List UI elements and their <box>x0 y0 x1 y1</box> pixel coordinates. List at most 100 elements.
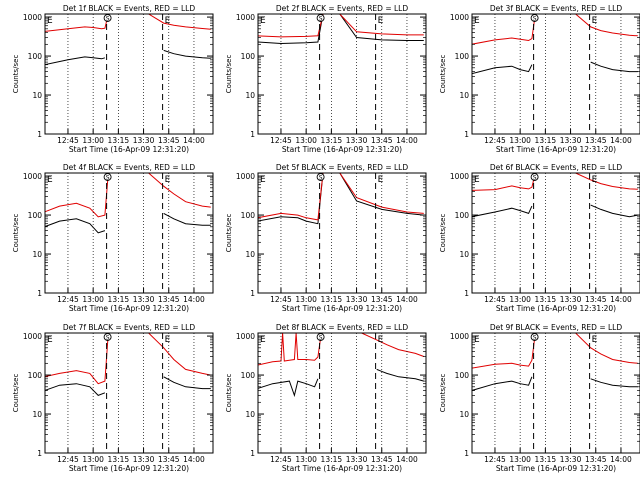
lld-line-2 <box>472 333 571 369</box>
y-tick-label: 10 <box>245 410 255 419</box>
x-axis-label: Start Time (16-Apr-09 12:31:20) <box>282 304 402 313</box>
eclipse-label: E <box>474 16 480 26</box>
saa-label: S <box>319 16 323 23</box>
y-tick-label: 100 <box>28 211 43 220</box>
lld-line-4 <box>148 173 211 208</box>
eclipse-label: E <box>260 16 266 26</box>
x-tick-label: 13:15 <box>108 136 130 145</box>
x-tick-label: 12:45 <box>270 455 292 464</box>
events-line-1 <box>45 56 106 66</box>
plot-area <box>45 333 211 396</box>
eclipse-label: E <box>592 16 598 26</box>
y-tick-label: 10 <box>459 250 469 259</box>
x-tick-label: 13:00 <box>82 136 104 145</box>
x-tick-label: 13:00 <box>295 455 317 464</box>
chart-panel-1: Det 1f BLACK = Events, RED = LLD E E S 1 10 10… <box>12 4 214 154</box>
x-tick-label: 12:45 <box>484 455 506 464</box>
plot-area <box>472 173 638 218</box>
x-tick-label: 13:15 <box>108 295 130 304</box>
y-tick-label: 1000 <box>23 13 42 22</box>
x-tick-label: 13:30 <box>560 136 582 145</box>
lld-line-4 <box>361 333 424 357</box>
events-line-1 <box>258 14 424 45</box>
x-tick-label: 13:45 <box>158 455 180 464</box>
chart-panel-3: Det 3f BLACK = Events, RED = LLD E E S 1 10 10… <box>439 4 640 154</box>
lld-line-2 <box>45 173 144 218</box>
x-tick-label: 13:45 <box>371 455 393 464</box>
x-tick-label: 13:15 <box>108 455 130 464</box>
y-tick-label: 1 <box>250 130 255 139</box>
eclipse-label: E <box>474 175 480 185</box>
x-tick-label: 13:30 <box>346 455 368 464</box>
x-axis-label: Start Time (16-Apr-09 12:31:20) <box>282 464 402 473</box>
y-axis-label: Counts/sec <box>439 214 447 253</box>
y-tick-label: 10 <box>32 410 42 419</box>
events-line-1 <box>472 205 533 218</box>
panel-title: Det 3f BLACK = Events, RED = LLD <box>490 4 623 13</box>
y-tick-label: 1000 <box>450 172 469 181</box>
x-tick-label: 13:45 <box>371 295 393 304</box>
plot-area <box>45 14 211 66</box>
x-tick-label: 14:00 <box>610 295 632 304</box>
lld-line-4 <box>148 333 211 376</box>
x-tick-label: 13:30 <box>560 455 582 464</box>
eclipse-label: E <box>165 175 171 185</box>
x-tick-label: 13:00 <box>509 455 531 464</box>
x-tick-label: 13:00 <box>509 295 531 304</box>
x-tick-label: 13:15 <box>535 136 557 145</box>
plot-frame <box>471 172 640 294</box>
lld-line-2 <box>258 333 357 366</box>
y-tick-label: 1 <box>250 449 255 458</box>
events-line-3 <box>163 376 211 390</box>
x-tick-label: 14:00 <box>183 136 205 145</box>
x-tick-label: 13:45 <box>158 136 180 145</box>
eclipse-label: E <box>47 335 53 345</box>
x-tick-label: 13:30 <box>133 455 155 464</box>
lld-line-4 <box>575 333 638 364</box>
lld-line-2 <box>472 173 571 191</box>
y-tick-label: 100 <box>241 52 256 61</box>
y-tick-label: 10 <box>32 91 42 100</box>
lld-line-4 <box>575 173 638 190</box>
x-tick-label: 14:00 <box>396 136 418 145</box>
plot-area <box>45 173 211 234</box>
panel-title: Det 8f BLACK = Events, RED = LLD <box>276 323 409 332</box>
plot-area <box>258 14 424 45</box>
chart-panel-2: Det 2f BLACK = Events, RED = LLD E E S 1 10 10… <box>225 4 427 154</box>
x-tick-label: 12:45 <box>270 295 292 304</box>
x-axis-label: Start Time (16-Apr-09 12:31:20) <box>282 145 402 154</box>
x-axis-label: Start Time (16-Apr-09 12:31:20) <box>69 464 189 473</box>
x-tick-label: 12:45 <box>57 295 79 304</box>
events-line-1 <box>258 378 319 398</box>
plot-area <box>258 333 424 398</box>
y-tick-label: 1000 <box>236 13 255 22</box>
eclipse-label: E <box>474 335 480 345</box>
x-axis-label: Start Time (16-Apr-09 12:31:20) <box>69 145 189 154</box>
plot-frame <box>471 13 640 135</box>
chart-panel-5: Det 5f BLACK = Events, RED = LLD E E S 1 10 10… <box>225 163 427 313</box>
lld-line-2 <box>45 14 144 32</box>
chart-panel-6: Det 6f BLACK = Events, RED = LLD E E S 1 10 10… <box>439 163 640 313</box>
panel-title: Det 9f BLACK = Events, RED = LLD <box>490 323 623 332</box>
panel-title: Det 6f BLACK = Events, RED = LLD <box>490 163 623 172</box>
y-axis-label: Counts/sec <box>225 374 233 413</box>
y-axis-label: Counts/sec <box>225 55 233 94</box>
eclipse-label: E <box>378 175 384 185</box>
x-tick-label: 13:15 <box>321 295 343 304</box>
x-tick-label: 14:00 <box>183 295 205 304</box>
x-tick-label: 13:30 <box>346 136 368 145</box>
plot-frame <box>471 332 640 454</box>
x-tick-label: 13:45 <box>585 455 607 464</box>
x-tick-label: 13:15 <box>321 136 343 145</box>
plot-frame <box>44 172 214 294</box>
x-tick-label: 13:00 <box>295 136 317 145</box>
y-tick-label: 1 <box>464 130 469 139</box>
y-tick-label: 100 <box>241 211 256 220</box>
y-tick-label: 100 <box>28 371 43 380</box>
y-axis-label: Counts/sec <box>439 374 447 413</box>
plot-area <box>472 14 638 75</box>
x-tick-label: 13:30 <box>133 136 155 145</box>
events-line-1 <box>45 383 106 396</box>
y-tick-label: 1000 <box>450 332 469 341</box>
